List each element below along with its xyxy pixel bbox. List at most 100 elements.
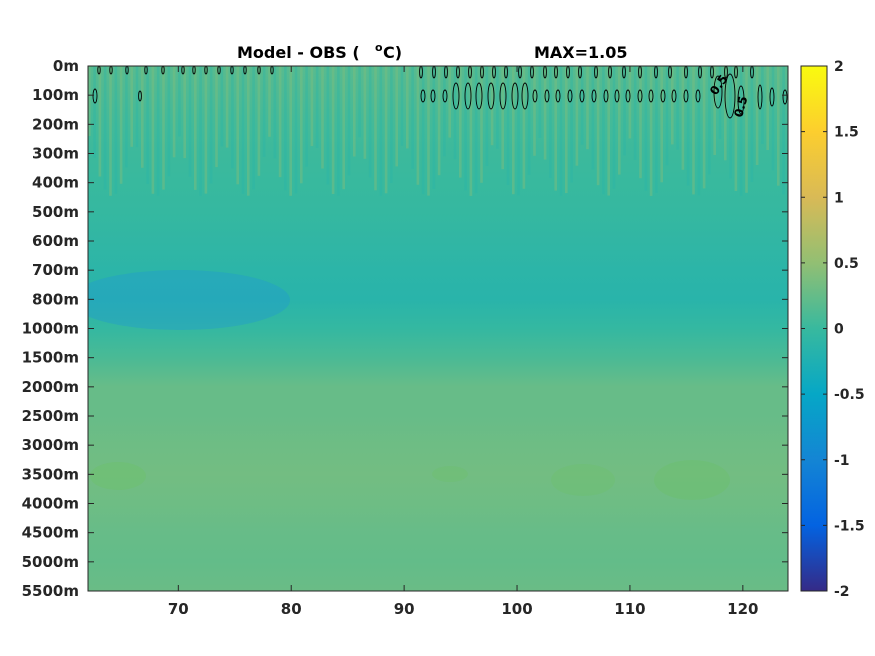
surface-stripe	[533, 66, 536, 156]
contour-ring	[737, 85, 745, 115]
surface-stripe	[443, 66, 446, 157]
colorbar	[800, 65, 828, 592]
contour-ring	[504, 66, 508, 79]
surface-stripe	[310, 66, 314, 146]
contour-ring	[757, 84, 763, 110]
surface-stripe	[543, 66, 547, 160]
contour-ring	[695, 89, 701, 103]
surface-stripe	[125, 66, 128, 168]
contour-ring	[270, 66, 274, 75]
surface-stripe	[363, 66, 367, 159]
surface-stripe	[342, 66, 345, 190]
surface-stripe	[628, 66, 632, 139]
surface-stripe	[527, 66, 531, 175]
contour-ring	[468, 66, 472, 79]
contour-ring	[698, 66, 702, 79]
colorbar-ticks: 2 1.5 1 0.5 0 -0.5 -1 -1.5 -2	[801, 59, 865, 600]
surface-stripe	[347, 66, 351, 176]
contour-ring	[750, 66, 754, 79]
surface-stripe	[644, 66, 648, 191]
surface-stripe	[411, 66, 414, 169]
surface-stripe	[766, 66, 769, 150]
surface-stripe	[729, 66, 732, 179]
surface-stripe	[331, 66, 335, 194]
surface-stripe	[384, 66, 388, 194]
contour-ring	[638, 66, 642, 79]
surface-stripes	[88, 66, 788, 196]
surface-stripe	[602, 66, 605, 195]
surface-stripe	[474, 66, 478, 194]
surface-stripe	[671, 66, 674, 145]
surface-stripe	[586, 66, 589, 150]
y-tick-label: 1500m	[22, 349, 79, 367]
y-tick-label: 5000m	[22, 553, 79, 571]
contour-ring	[487, 82, 495, 110]
contour-ring	[257, 66, 261, 75]
contour-ring	[456, 66, 460, 79]
contour-label: 0.5	[731, 95, 750, 119]
contour-ring	[419, 66, 423, 79]
surface-stripe	[591, 66, 595, 170]
contour-ring	[92, 88, 98, 104]
surface-stripe	[262, 66, 266, 157]
y-tick-label: 700m	[32, 261, 79, 279]
contour-ring	[452, 82, 460, 110]
anomaly-blob	[90, 462, 146, 490]
contour-ring	[518, 66, 522, 79]
surface-stripe	[649, 66, 653, 196]
surface-stripe	[300, 66, 303, 184]
surface-stripe	[427, 66, 430, 196]
contour-ring	[492, 66, 496, 79]
contour-ring	[499, 82, 507, 110]
contour-ring	[567, 89, 573, 103]
surface-stripe	[575, 66, 579, 166]
surface-stripe	[273, 66, 277, 159]
contour-ring	[654, 66, 658, 79]
deep-anomalies	[88, 270, 730, 500]
surface-stripe	[596, 66, 600, 186]
surface-stripe	[119, 66, 123, 184]
surface-stripe	[289, 66, 292, 196]
colorbar-tick-label: 2	[834, 59, 844, 75]
contour-ring	[555, 89, 561, 103]
surface-stripe	[236, 66, 239, 185]
surface-stripe	[93, 66, 96, 158]
contour-ring	[420, 89, 426, 103]
contour-lines	[92, 66, 788, 119]
x-tick-label: 120	[727, 600, 758, 618]
surface-stripe	[676, 66, 679, 150]
surface-stripe	[708, 66, 711, 175]
surface-stripe	[284, 66, 287, 191]
surface-stripe	[565, 66, 568, 194]
surface-stripe	[692, 66, 695, 195]
anomaly-blob	[88, 270, 290, 330]
surface-stripe	[453, 66, 457, 160]
surface-stripe	[739, 66, 743, 196]
surface-stripe	[252, 66, 255, 190]
surface-stripe	[713, 66, 716, 155]
y-tick-label: 2500m	[22, 407, 79, 425]
surface-stripe	[607, 66, 610, 196]
surface-stripe	[278, 66, 282, 178]
surface-stripe	[506, 66, 510, 185]
contour-ring	[724, 73, 736, 119]
contour-ring	[591, 89, 597, 103]
surface-stripe	[623, 66, 626, 156]
surface-stripe	[618, 66, 621, 175]
surface-stripe	[761, 66, 764, 144]
surface-stripe	[130, 66, 133, 147]
contour-ring	[511, 82, 519, 110]
anomaly-blob	[551, 464, 615, 496]
contour-ring	[594, 66, 598, 79]
contour-ring	[734, 66, 738, 79]
contour-ring	[603, 89, 609, 103]
contour-ring	[125, 66, 129, 75]
surface-stripe	[220, 66, 224, 147]
y-tick-label: 100m	[32, 86, 79, 104]
title-unit: C)	[383, 43, 402, 62]
contour-ring	[181, 66, 185, 75]
surface-stripe	[379, 66, 383, 196]
surface-stripe	[178, 66, 181, 137]
surface-stripe	[374, 66, 377, 191]
surface-stripe	[496, 66, 499, 149]
